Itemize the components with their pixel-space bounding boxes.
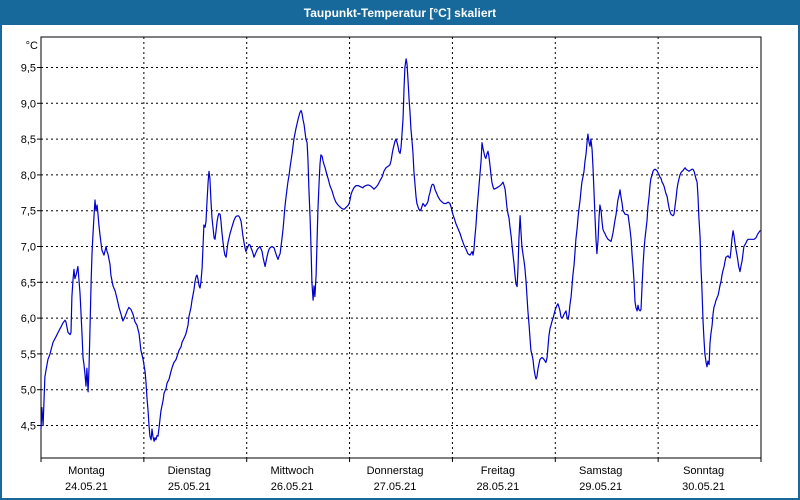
x-day-name-label: Montag [68,465,105,477]
x-day-date-label: 29.05.21 [579,481,622,493]
y-tick-label: 5,5 [21,349,36,361]
x-day-date-label: 28.05.21 [476,481,519,493]
temperature-line [40,58,761,442]
x-day-name-label: Freitag [481,465,515,477]
plot-area [40,36,762,459]
x-day-name-label: Sonntag [683,465,724,477]
vertical-gridlines [143,37,659,458]
x-day-name-label: Dienstag [168,465,211,477]
y-tick-label: 5,0 [21,385,36,397]
x-day-date-label: 24.05.21 [65,481,108,493]
y-tick-label: 9,0 [21,98,36,110]
y-tick-label: 7,0 [21,242,36,254]
y-axis-unit-label: °C [26,40,38,52]
y-axis-tick-labels: 9,5 9,0 8,5 8,0 7,5 7,0 6,5 6,0 5,5 5,0 4,5 [21,63,36,433]
y-tick-label: 6,5 [21,277,36,289]
x-axis-day-labels: Montag 24.05.21 Dienstag 25.05.21 Mittwoch 26… [65,465,725,493]
x-day-name-label: Samstag [579,465,622,477]
horizontal-gridlines [41,67,761,426]
x-day-date-label: 27.05.21 [374,481,417,493]
x-day-date-label: 26.05.21 [271,481,314,493]
y-tick-label: 6,0 [21,313,36,325]
x-day-date-label: 25.05.21 [168,481,211,493]
y-tick-label: 9,5 [21,63,36,75]
y-tick-label: 7,5 [21,206,36,218]
x-day-date-label: 30.05.21 [682,481,725,493]
y-tick-label: 8,5 [21,134,36,146]
axis-ticks [37,67,762,462]
y-tick-label: 4,5 [21,421,36,433]
x-day-name-label: Donnerstag [367,465,424,477]
chart-title: Taupunkt-Temperatur [°C] skaliert [304,6,496,20]
y-tick-label: 8,0 [21,170,36,182]
title-bar [0,0,800,25]
x-day-name-label: Mittwoch [270,465,313,477]
